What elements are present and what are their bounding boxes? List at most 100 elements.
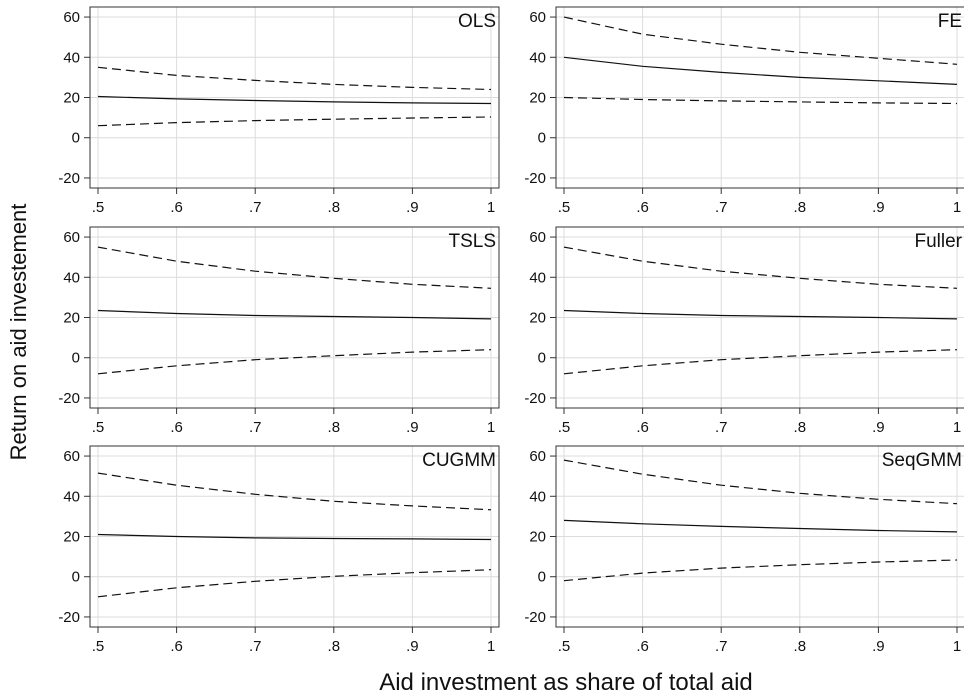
- x-tick-label: .8: [328, 638, 341, 655]
- panel-title: OLS: [458, 11, 496, 32]
- x-tick-label: .7: [715, 638, 728, 655]
- y-tick-label: 0: [72, 569, 80, 586]
- lower-bound-line: [563, 559, 958, 582]
- panel-grid: 60 40 20 0 -20 .5 .6 .7 .8 .9 1 OLS 60 40 20 0 -20 .5 .6 .7…: [58, 6, 964, 655]
- upper-bound-line: [97, 246, 492, 289]
- panel-title: SeqGMM: [882, 450, 962, 471]
- upper-bound-line: [563, 246, 958, 289]
- panel-cugmm: 60 40 20 0 -20 .5 .6 .7 .8 .9 1 CUGMM: [58, 445, 500, 655]
- y-tick-label: 20: [529, 529, 546, 546]
- x-tick-label: .7: [249, 419, 262, 436]
- y-tick-label: 60: [529, 448, 546, 465]
- plot-frame: [555, 6, 964, 189]
- panel-fuller: 60 40 20 0 -20 .5 .6 .7 .8 .9 1 Fuller: [524, 226, 964, 436]
- x-tick-label: .6: [636, 419, 649, 436]
- lower-bound-line: [563, 96, 958, 105]
- y-tick-label: 40: [529, 488, 546, 505]
- x-tick-label: .6: [636, 638, 649, 655]
- x-tick-label: .6: [170, 638, 183, 655]
- y-tick-label: 0: [72, 130, 80, 147]
- y-tick-label: -20: [524, 170, 546, 187]
- y-tick-label: 60: [63, 229, 80, 246]
- x-tick-label: .6: [636, 199, 649, 216]
- y-tick-label: 40: [529, 269, 546, 286]
- x-tick-label: .7: [715, 199, 728, 216]
- y-tick-label: 0: [72, 350, 80, 367]
- x-tick-label: .5: [92, 199, 105, 216]
- x-tick-label: .5: [558, 419, 571, 436]
- x-tick-label: .9: [406, 638, 419, 655]
- y-tick-label: 60: [63, 448, 80, 465]
- y-tick-label: 0: [538, 569, 546, 586]
- x-tick-label: 1: [953, 638, 961, 655]
- x-tick-label: .8: [794, 638, 807, 655]
- panel-title: FE: [938, 11, 962, 32]
- lower-bound-line: [97, 569, 492, 598]
- x-tick-label: .6: [170, 199, 183, 216]
- y-tick-label: -20: [58, 390, 80, 407]
- plot-frame: [555, 445, 964, 628]
- lower-bound-line: [97, 349, 492, 375]
- panel-title: Fuller: [914, 231, 962, 252]
- x-tick-label: .5: [92, 638, 105, 655]
- x-tick-label: 1: [487, 199, 495, 216]
- estimate-line: [563, 309, 958, 320]
- y-tick-label: -20: [58, 170, 80, 187]
- y-tick-label: -20: [524, 609, 546, 626]
- plot-frame: [89, 226, 500, 409]
- x-tick-label: .9: [406, 199, 419, 216]
- upper-bound-line: [563, 459, 958, 505]
- plot-frame: [89, 445, 500, 628]
- upper-bound-line: [97, 472, 492, 511]
- lower-bound-line: [563, 349, 958, 375]
- y-tick-label: 20: [529, 310, 546, 327]
- upper-bound-line: [97, 66, 492, 91]
- x-tick-label: .9: [872, 638, 885, 655]
- lower-bound-line: [97, 116, 492, 127]
- y-tick-label: 60: [63, 9, 80, 26]
- x-tick-label: .8: [328, 419, 341, 436]
- y-tick-label: 60: [529, 9, 546, 26]
- estimate-line: [563, 56, 958, 85]
- y-tick-label: 40: [63, 488, 80, 505]
- y-tick-label: 0: [538, 350, 546, 367]
- x-tick-label: .6: [170, 419, 183, 436]
- y-tick-label: 0: [538, 130, 546, 147]
- plot-frame: [89, 6, 500, 189]
- x-tick-label: 1: [487, 419, 495, 436]
- panel-title: CUGMM: [422, 450, 496, 471]
- x-tick-label: .9: [872, 419, 885, 436]
- x-tick-label: .8: [328, 199, 341, 216]
- y-tick-label: 20: [529, 90, 546, 107]
- panel-seqgmm: 60 40 20 0 -20 .5 .6 .7 .8 .9 1 SeqGMM: [524, 445, 964, 655]
- estimate-line: [97, 309, 492, 320]
- y-tick-label: -20: [524, 390, 546, 407]
- x-tick-label: .8: [794, 419, 807, 436]
- x-tick-label: .9: [406, 419, 419, 436]
- upper-bound-line: [563, 16, 958, 65]
- y-tick-label: 20: [63, 529, 80, 546]
- y-tick-label: 40: [63, 49, 80, 66]
- panel-fe: 60 40 20 0 -20 .5 .6 .7 .8 .9 1 FE: [524, 6, 964, 216]
- y-tick-label: 40: [63, 269, 80, 286]
- x-tick-label: .9: [872, 199, 885, 216]
- x-tick-label: .7: [249, 638, 262, 655]
- y-tick-label: -20: [58, 609, 80, 626]
- y-tick-label: 60: [529, 229, 546, 246]
- estimate-line: [563, 519, 958, 533]
- x-tick-label: .7: [249, 199, 262, 216]
- x-axis-label: Aid investment as share of total aid: [379, 669, 753, 696]
- plot-frame: [555, 226, 964, 409]
- y-tick-label: 20: [63, 310, 80, 327]
- y-tick-label: 20: [63, 90, 80, 107]
- x-tick-label: .8: [794, 199, 807, 216]
- x-tick-label: .5: [558, 638, 571, 655]
- x-tick-label: .7: [715, 419, 728, 436]
- x-tick-label: 1: [953, 419, 961, 436]
- x-tick-label: .5: [92, 419, 105, 436]
- panel-ols: 60 40 20 0 -20 .5 .6 .7 .8 .9 1 OLS: [58, 6, 500, 216]
- y-tick-label: 40: [529, 49, 546, 66]
- estimate-line: [97, 533, 492, 541]
- x-tick-label: 1: [953, 199, 961, 216]
